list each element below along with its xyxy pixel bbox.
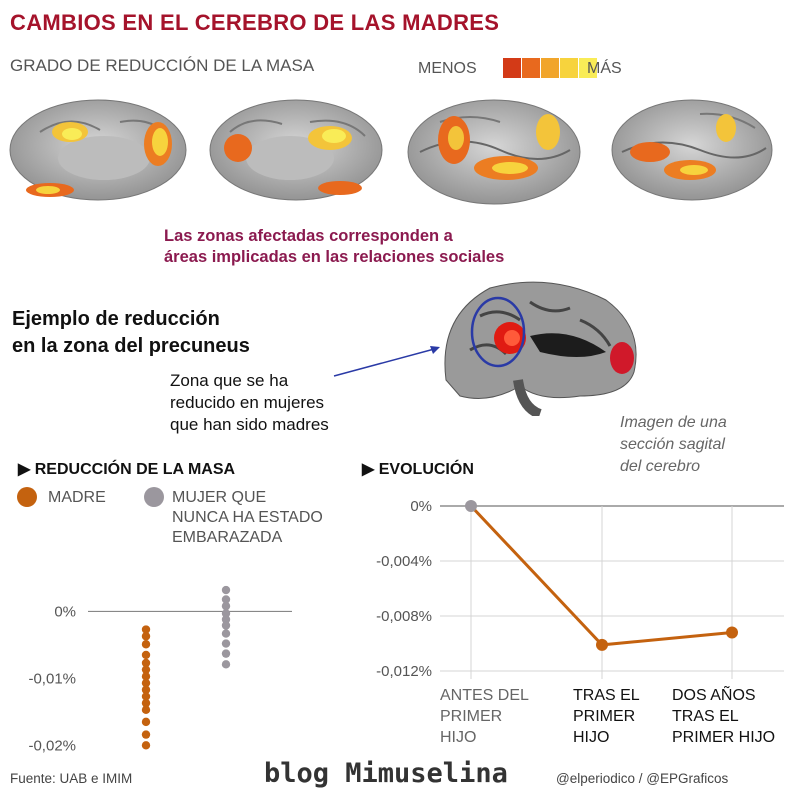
non-mother-data-point [221,585,231,595]
sagittal-caption: Imagen de una sección sagital del cerebr… [620,414,727,475]
y-tick-label: -0,02% [28,737,76,754]
scale-swatch [560,58,578,78]
mother-data-point [141,698,151,708]
y-tick-label: 0% [410,498,432,515]
reduced-zone-note: Zona que se ha reducido en mujeres que h… [170,371,329,434]
mother-data-point [141,717,151,727]
evolution-data-point [596,638,608,651]
legend-non-mother-marker [144,487,164,507]
non-mother-data-point [221,629,231,638]
mother-data-point [141,672,151,681]
mass-reduction-scatter-chart: 0% -0,01% -0,02% [28,585,292,754]
page-title: CAMBIOS EN EL CEREBRO DE LAS MADRES [10,10,500,35]
scale-swatch [503,58,521,78]
mother-data-point [141,730,151,739]
mother-data-point [141,692,151,701]
affected-zones-note: Las zonas afectadas corresponden a áreas… [164,227,505,266]
evolution-data-point [465,500,477,512]
non-mother-data-point [221,601,231,611]
mother-data-point [141,665,151,674]
brain-views-illustration [9,99,773,205]
mother-data-point [141,632,151,641]
page-subtitle: GRADO DE REDUCCIÓN DE LA MASA [10,56,315,75]
brain-views [0,92,800,212]
mother-data-point [141,741,151,750]
brain-lateral-right [611,99,773,201]
heading-arrow-icon: ▶ [362,461,379,478]
mother-data-point [141,625,151,634]
brain-lateral-left [407,99,581,205]
mass-reduction-heading: ▶ REDUCCIÓN DE LA MASA [18,459,235,479]
intensity-color-scale [503,58,598,78]
legend-more-label: MÁS [587,60,622,77]
non-mother-data-point [221,639,231,648]
evolution-heading: ▶ EVOLUCIÓN [362,459,474,479]
mother-data-point [141,650,151,660]
y-tick-label: 0% [54,603,76,620]
non-mother-data-point [221,621,231,630]
mother-data-point [141,685,151,694]
non-mother-data-point [221,660,231,669]
callout-arrow [333,346,440,377]
evolution-data-point [726,626,738,639]
brain-medial-left [9,99,187,201]
non-mother-data-point [221,595,231,604]
y-tick-label: -0,004% [376,553,432,570]
legend-non-mother-label: MUJER QUE NUNCA HA ESTADO EMBARAZADA [172,489,323,546]
source-credit: Fuente: UAB e IMIM [10,771,133,786]
non-mother-data-point [221,649,231,658]
legend-mother-marker [17,487,37,507]
mother-data-point [141,705,151,715]
scale-swatch [522,58,540,78]
evolution-title: EVOLUCIÓN [378,461,474,478]
brain-medial-right [209,99,383,201]
heading-arrow-icon: ▶ [18,461,35,478]
y-tick-label: -0,012% [376,663,432,680]
mother-data-point [141,678,151,688]
precuneus-example-title: Ejemplo de reducción en la zona del prec… [12,308,250,357]
non-mother-data-point [221,615,231,624]
social-handles: @elperiodico / @EPGraficos [556,771,729,786]
legend-mother-label: MADRE [48,489,106,506]
blog-watermark: blog Mimuselina [264,758,508,789]
x-category-label: DOS AÑOS TRAS EL PRIMER HIJO [672,684,775,746]
y-tick-label: -0,008% [376,608,432,625]
mass-reduction-title: REDUCCIÓN DE LA MASA [34,461,236,478]
sagittal-brain-image [430,276,650,416]
x-category-label: TRAS EL PRIMER HIJO [573,687,640,746]
scale-swatch [579,58,597,78]
x-category-label: ANTES DEL PRIMER HIJO [440,687,529,746]
legend-less-label: MENOS [418,60,477,77]
non-mother-data-point [221,609,231,618]
evolution-line-chart: 0% -0,004% -0,008% -0,012% ANTES DEL PRIMER HI… [376,498,784,746]
y-tick-label: -0,01% [28,670,76,687]
precuneus-highlight-circle [470,296,526,368]
mother-data-point [141,640,151,649]
mother-data-point [141,658,151,668]
scale-swatch [541,58,559,78]
